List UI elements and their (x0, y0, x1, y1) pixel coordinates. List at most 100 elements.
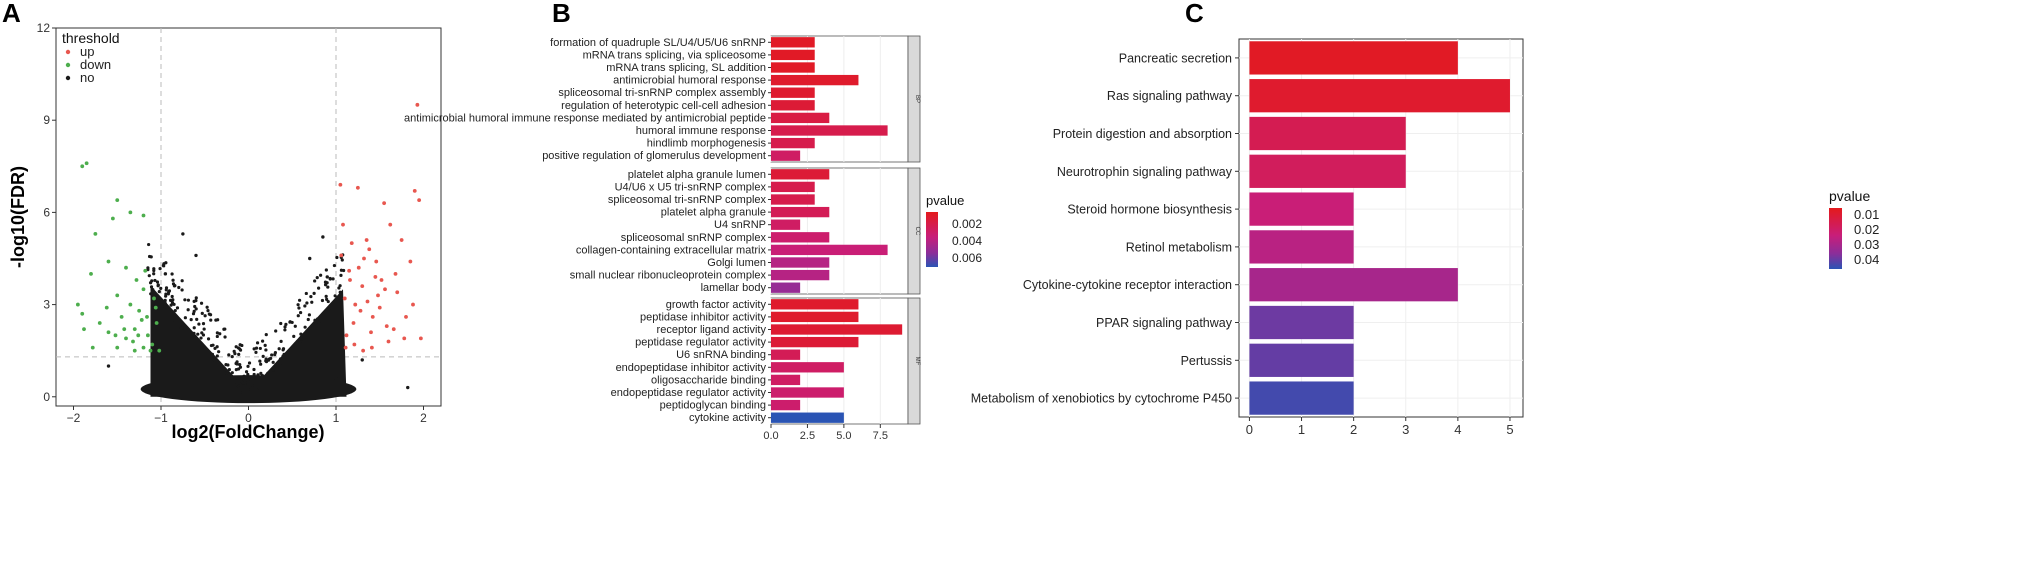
volcano-point-no (201, 333, 206, 337)
volcano-plot-frame (55, 27, 442, 407)
volcano-point-no (218, 332, 222, 336)
go-legend-title: pvalue (926, 193, 964, 208)
volcano-x-tick-label: 0 (245, 411, 252, 425)
volcano-point-up (370, 314, 375, 319)
volcano-point-no (162, 305, 167, 309)
volcano-point-no (227, 373, 231, 377)
go-category-labels: formation of quadruple SL/U4/U5/U6 snRNP… (404, 37, 771, 424)
volcano-point-no (215, 354, 219, 358)
volcano-point-no (326, 299, 330, 304)
volcano-point-no (227, 353, 231, 357)
volcano-point-no (254, 350, 258, 355)
volcano-point-no (295, 340, 300, 344)
volcano-point-no (199, 301, 204, 305)
go-bar-lamellar-body (771, 282, 801, 293)
volcano-y-tick-label: 9 (43, 113, 50, 127)
kegg-category-label: Protein digestion and absorption (1053, 127, 1232, 141)
kegg-pvalue-legend: pvalue 0.01 0.02 0.03 0.04 (1829, 188, 1879, 269)
volcano-legend-down-dot (65, 62, 71, 68)
volcano-point-no (334, 376, 338, 381)
kegg-category-label: Metabolism of xenobiotics by cytochrome … (971, 392, 1232, 406)
volcano-point-no (320, 298, 325, 303)
kegg-bar-protein-digestion-and-absorption (1249, 116, 1406, 151)
kegg-x-tick-label: 1 (1298, 422, 1305, 437)
volcano-point-down (82, 327, 86, 332)
volcano-point-no (173, 318, 177, 323)
volcano-point-no (278, 357, 283, 361)
volcano-point-down (132, 348, 137, 353)
volcano-point-down (145, 314, 149, 319)
volcano-point-no (175, 306, 180, 310)
go-legend-colorbar (926, 212, 938, 267)
go-bar-mrna-trans-splicing-via-spliceosome (771, 49, 815, 61)
kegg-x-tick-label: 5 (1506, 422, 1513, 437)
kegg-category-label: Cytokine-cytokine receptor interaction (1023, 278, 1232, 292)
volcano-point-no (163, 272, 168, 276)
volcano-legend-up-dot (65, 49, 71, 55)
volcano-point-no (224, 374, 228, 378)
volcano-point-down (131, 339, 135, 344)
kegg-bar-cytokine-cytokine-receptor-interaction (1249, 268, 1458, 302)
volcano-point-no (149, 292, 153, 296)
volcano-point-no (216, 318, 220, 322)
go-facet-strip-label: BP (914, 95, 920, 103)
volcano-point-no (180, 279, 184, 283)
volcano-point-down (93, 232, 98, 236)
volcano-point-no (157, 290, 161, 294)
volcano-point-no (305, 301, 309, 305)
volcano-point-no (338, 290, 342, 294)
go-category-label: lamellar body (701, 282, 767, 294)
volcano-point-no (152, 268, 156, 273)
volcano-point-no (283, 328, 287, 332)
kegg-bar-ppar-signaling-pathway (1249, 305, 1354, 340)
volcano-point-up (362, 256, 366, 261)
volcano-point-up (373, 275, 378, 279)
go-facet-strip-bp (907, 35, 921, 163)
volcano-point-down (115, 345, 120, 350)
volcano-point-no (149, 285, 154, 289)
volcano-point-no (255, 341, 260, 345)
volcano-point-no (230, 371, 234, 375)
go-category-label: small nuclear ribonucleoprotein complex (570, 270, 767, 282)
kegg-category-label: Pancreatic secretion (1119, 51, 1232, 65)
volcano-point-up (418, 336, 423, 341)
go-category-label: platelet alpha granule (661, 207, 766, 219)
go-category-label: collagen-containing extracellular matrix (576, 244, 767, 256)
volcano-point-down (80, 311, 85, 316)
volcano-point-no (254, 378, 258, 382)
kegg-legend-tick-3: 0.03 (1854, 237, 1879, 252)
volcano-point-no (191, 312, 196, 316)
volcano-point-no (266, 371, 270, 375)
volcano-point-down (106, 330, 111, 335)
volcano-point-up (344, 333, 349, 338)
volcano-point-up (404, 314, 408, 319)
volcano-point-no (194, 307, 198, 311)
volcano-point-down (132, 327, 137, 332)
volcano-point-up (361, 348, 366, 353)
volcano-point-no (309, 294, 313, 299)
volcano-point-no (235, 382, 239, 386)
volcano-point-no (158, 267, 162, 271)
go-x-tick-label: 7.5 (873, 430, 888, 442)
volcano-point-no (210, 352, 215, 356)
volcano-point-no (239, 379, 244, 383)
volcano-point-down (134, 278, 139, 282)
go-bar-collagen-containing-extracellular-matrix (771, 244, 888, 256)
volcano-point-up (352, 342, 357, 347)
volcano-point-down (122, 327, 127, 332)
go-bar-antimicrobial-humoral-response (771, 74, 859, 86)
go-bar-spliceosomal-snrnp-complex (771, 232, 830, 243)
volcano-point-down (128, 210, 133, 215)
volcano-point-no (297, 298, 302, 302)
volcano-point-no (252, 347, 256, 351)
go-category-label: formation of quadruple SL/U4/U5/U6 snRNP (550, 37, 766, 49)
go-bar-positive-regulation-of-glomerulus-development (771, 150, 801, 161)
volcano-point-no (209, 343, 214, 348)
go-bar-regulation-of-heterotypic-cell-cell-adhesion (771, 100, 815, 111)
go-category-label: cytokine activity (689, 412, 767, 424)
volcano-point-no (238, 390, 242, 394)
volcano-point-no (255, 388, 259, 392)
go-bar-cytokine-activity (771, 412, 844, 423)
volcano-point-up (365, 299, 370, 304)
